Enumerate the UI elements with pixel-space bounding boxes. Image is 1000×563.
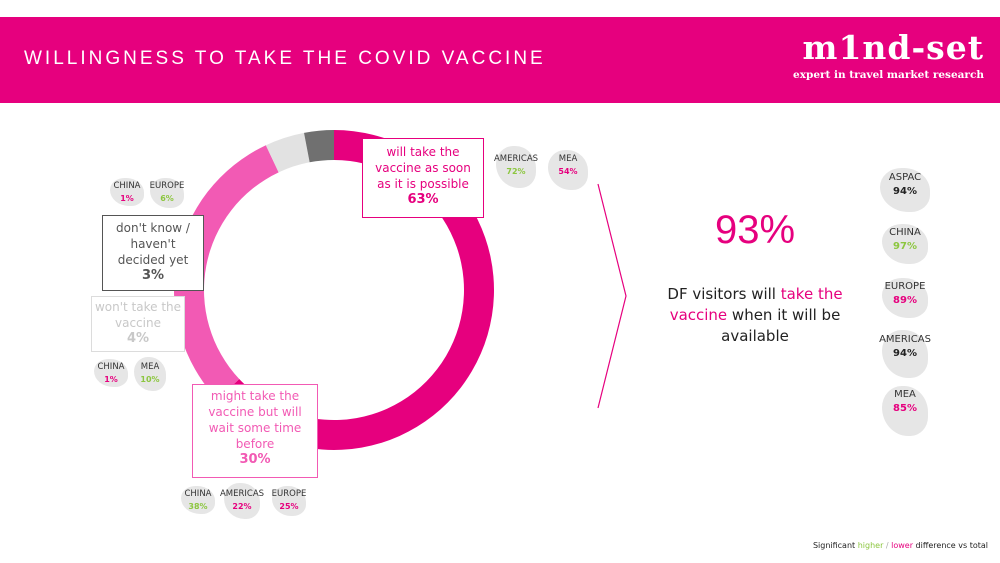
map-americas-might-take: AMERICAS 22% bbox=[220, 483, 264, 519]
page-title: WILLINGNESS TO TAKE THE COVID VACCINE bbox=[24, 48, 546, 69]
footnote-prefix: Significant bbox=[812, 541, 858, 550]
summary-highlight: take the vaccine bbox=[669, 285, 843, 324]
region-value: 94% bbox=[893, 348, 917, 359]
region-label: EUROPE bbox=[149, 181, 185, 191]
region-value: 1% bbox=[104, 375, 118, 384]
region-value: 85% bbox=[893, 403, 917, 414]
label-will-take-value: 63% bbox=[407, 192, 439, 207]
region-mea: MEA 85% bbox=[882, 386, 928, 436]
region-label: EUROPE bbox=[884, 281, 926, 292]
map-silhouette-icon bbox=[110, 178, 144, 206]
summary-text-1: DF visitors will bbox=[667, 285, 781, 303]
map-silhouette-icon bbox=[882, 386, 928, 436]
label-dont-know-text: don't know / haven't decided yet bbox=[116, 221, 190, 267]
summary-text-2: when it will be available bbox=[721, 306, 841, 345]
region-label: CHINA bbox=[113, 181, 141, 191]
map-europe-dont-know: EUROPE 6% bbox=[150, 178, 184, 208]
map-europe-might-take: EUROPE 25% bbox=[272, 486, 306, 516]
region-americas: AMERICAS 94% bbox=[879, 330, 931, 378]
label-dont-know: don't know / haven't decided yet 3% bbox=[102, 215, 204, 291]
logo-wordmark: m1nd-set bbox=[802, 28, 984, 67]
region-label: ASPAC bbox=[888, 172, 922, 183]
region-label: AMERICAS bbox=[493, 154, 539, 164]
map-silhouette-icon bbox=[150, 178, 184, 208]
label-wont-take-text: won't take the vaccine bbox=[94, 300, 182, 330]
region-value: 38% bbox=[188, 502, 208, 511]
summary-statement: DF visitors will take the vaccine when i… bbox=[650, 284, 860, 347]
footnote-suffix: difference vs total bbox=[913, 541, 988, 550]
map-silhouette-icon bbox=[134, 357, 166, 391]
map-silhouette-icon bbox=[882, 278, 928, 318]
footnote-lower: lower bbox=[891, 541, 914, 550]
region-label: MEA bbox=[140, 362, 160, 372]
map-americas-will-take: AMERICAS 72% bbox=[494, 146, 538, 188]
donut-slice-1 bbox=[173, 145, 279, 400]
footnote-higher: higher bbox=[857, 541, 884, 550]
region-value: 1% bbox=[120, 194, 134, 203]
region-aspac: ASPAC 94% bbox=[880, 168, 930, 212]
footnote-sep: / bbox=[883, 541, 892, 550]
region-value: 6% bbox=[160, 194, 174, 203]
region-label: CHINA bbox=[97, 362, 125, 372]
region-value: 25% bbox=[279, 502, 299, 511]
label-might-take: might take the vaccine but will wait som… bbox=[192, 384, 318, 478]
summary-big-value: 93% bbox=[714, 208, 796, 252]
label-might-take-text: might take the vaccine but will wait som… bbox=[208, 389, 302, 451]
label-will-take: will take the vaccine as soon as it is p… bbox=[362, 138, 484, 218]
region-value: 89% bbox=[893, 295, 917, 306]
label-wont-take-value: 4% bbox=[126, 331, 150, 346]
label-wont-take: won't take the vaccine 4% bbox=[91, 296, 185, 352]
donut-slice-3 bbox=[304, 130, 334, 163]
donut-slice-2 bbox=[265, 132, 310, 173]
label-dont-know-value: 3% bbox=[141, 268, 165, 283]
region-value: 97% bbox=[893, 241, 917, 252]
logo-tagline: expert in travel market research bbox=[793, 69, 984, 81]
region-label: MEA bbox=[894, 389, 916, 400]
region-europe: EUROPE 89% bbox=[882, 278, 928, 318]
region-label: AMERICAS bbox=[879, 334, 931, 345]
map-silhouette-icon bbox=[548, 150, 588, 190]
region-label: CHINA bbox=[184, 489, 212, 499]
region-label: CHINA bbox=[889, 227, 921, 238]
region-label: AMERICAS bbox=[219, 489, 265, 499]
brand-logo: m1nd-set expert in travel market researc… bbox=[788, 28, 988, 86]
region-value: 72% bbox=[506, 167, 526, 176]
significance-footnote: Significant higher / lower difference vs… bbox=[813, 541, 988, 550]
region-label: EUROPE bbox=[271, 489, 307, 499]
region-label: MEA bbox=[558, 154, 578, 164]
region-china: CHINA 97% bbox=[882, 224, 928, 264]
map-china-might-take: CHINA 38% bbox=[181, 486, 215, 514]
label-will-take-text: will take the vaccine as soon as it is p… bbox=[375, 145, 471, 191]
map-silhouette-icon bbox=[181, 486, 215, 514]
map-silhouette-icon bbox=[94, 359, 128, 387]
region-value: 10% bbox=[140, 375, 160, 384]
map-silhouette-icon bbox=[496, 146, 536, 188]
region-value: 94% bbox=[893, 186, 917, 197]
region-value: 54% bbox=[558, 167, 578, 176]
region-value: 22% bbox=[232, 502, 252, 511]
label-might-take-value: 30% bbox=[239, 452, 271, 467]
map-silhouette-icon bbox=[272, 486, 306, 516]
map-silhouette-icon bbox=[224, 483, 260, 519]
map-china-dont-know: CHINA 1% bbox=[110, 178, 144, 206]
chevron-divider-icon bbox=[597, 183, 627, 409]
map-china-wont-take: CHINA 1% bbox=[94, 359, 128, 387]
map-silhouette-icon bbox=[882, 224, 928, 264]
map-silhouette-icon bbox=[882, 330, 928, 378]
map-mea-will-take: MEA 54% bbox=[548, 150, 588, 190]
map-mea-wont-take: MEA 10% bbox=[134, 357, 166, 391]
map-silhouette-icon bbox=[880, 168, 930, 212]
header-banner bbox=[0, 17, 1000, 103]
